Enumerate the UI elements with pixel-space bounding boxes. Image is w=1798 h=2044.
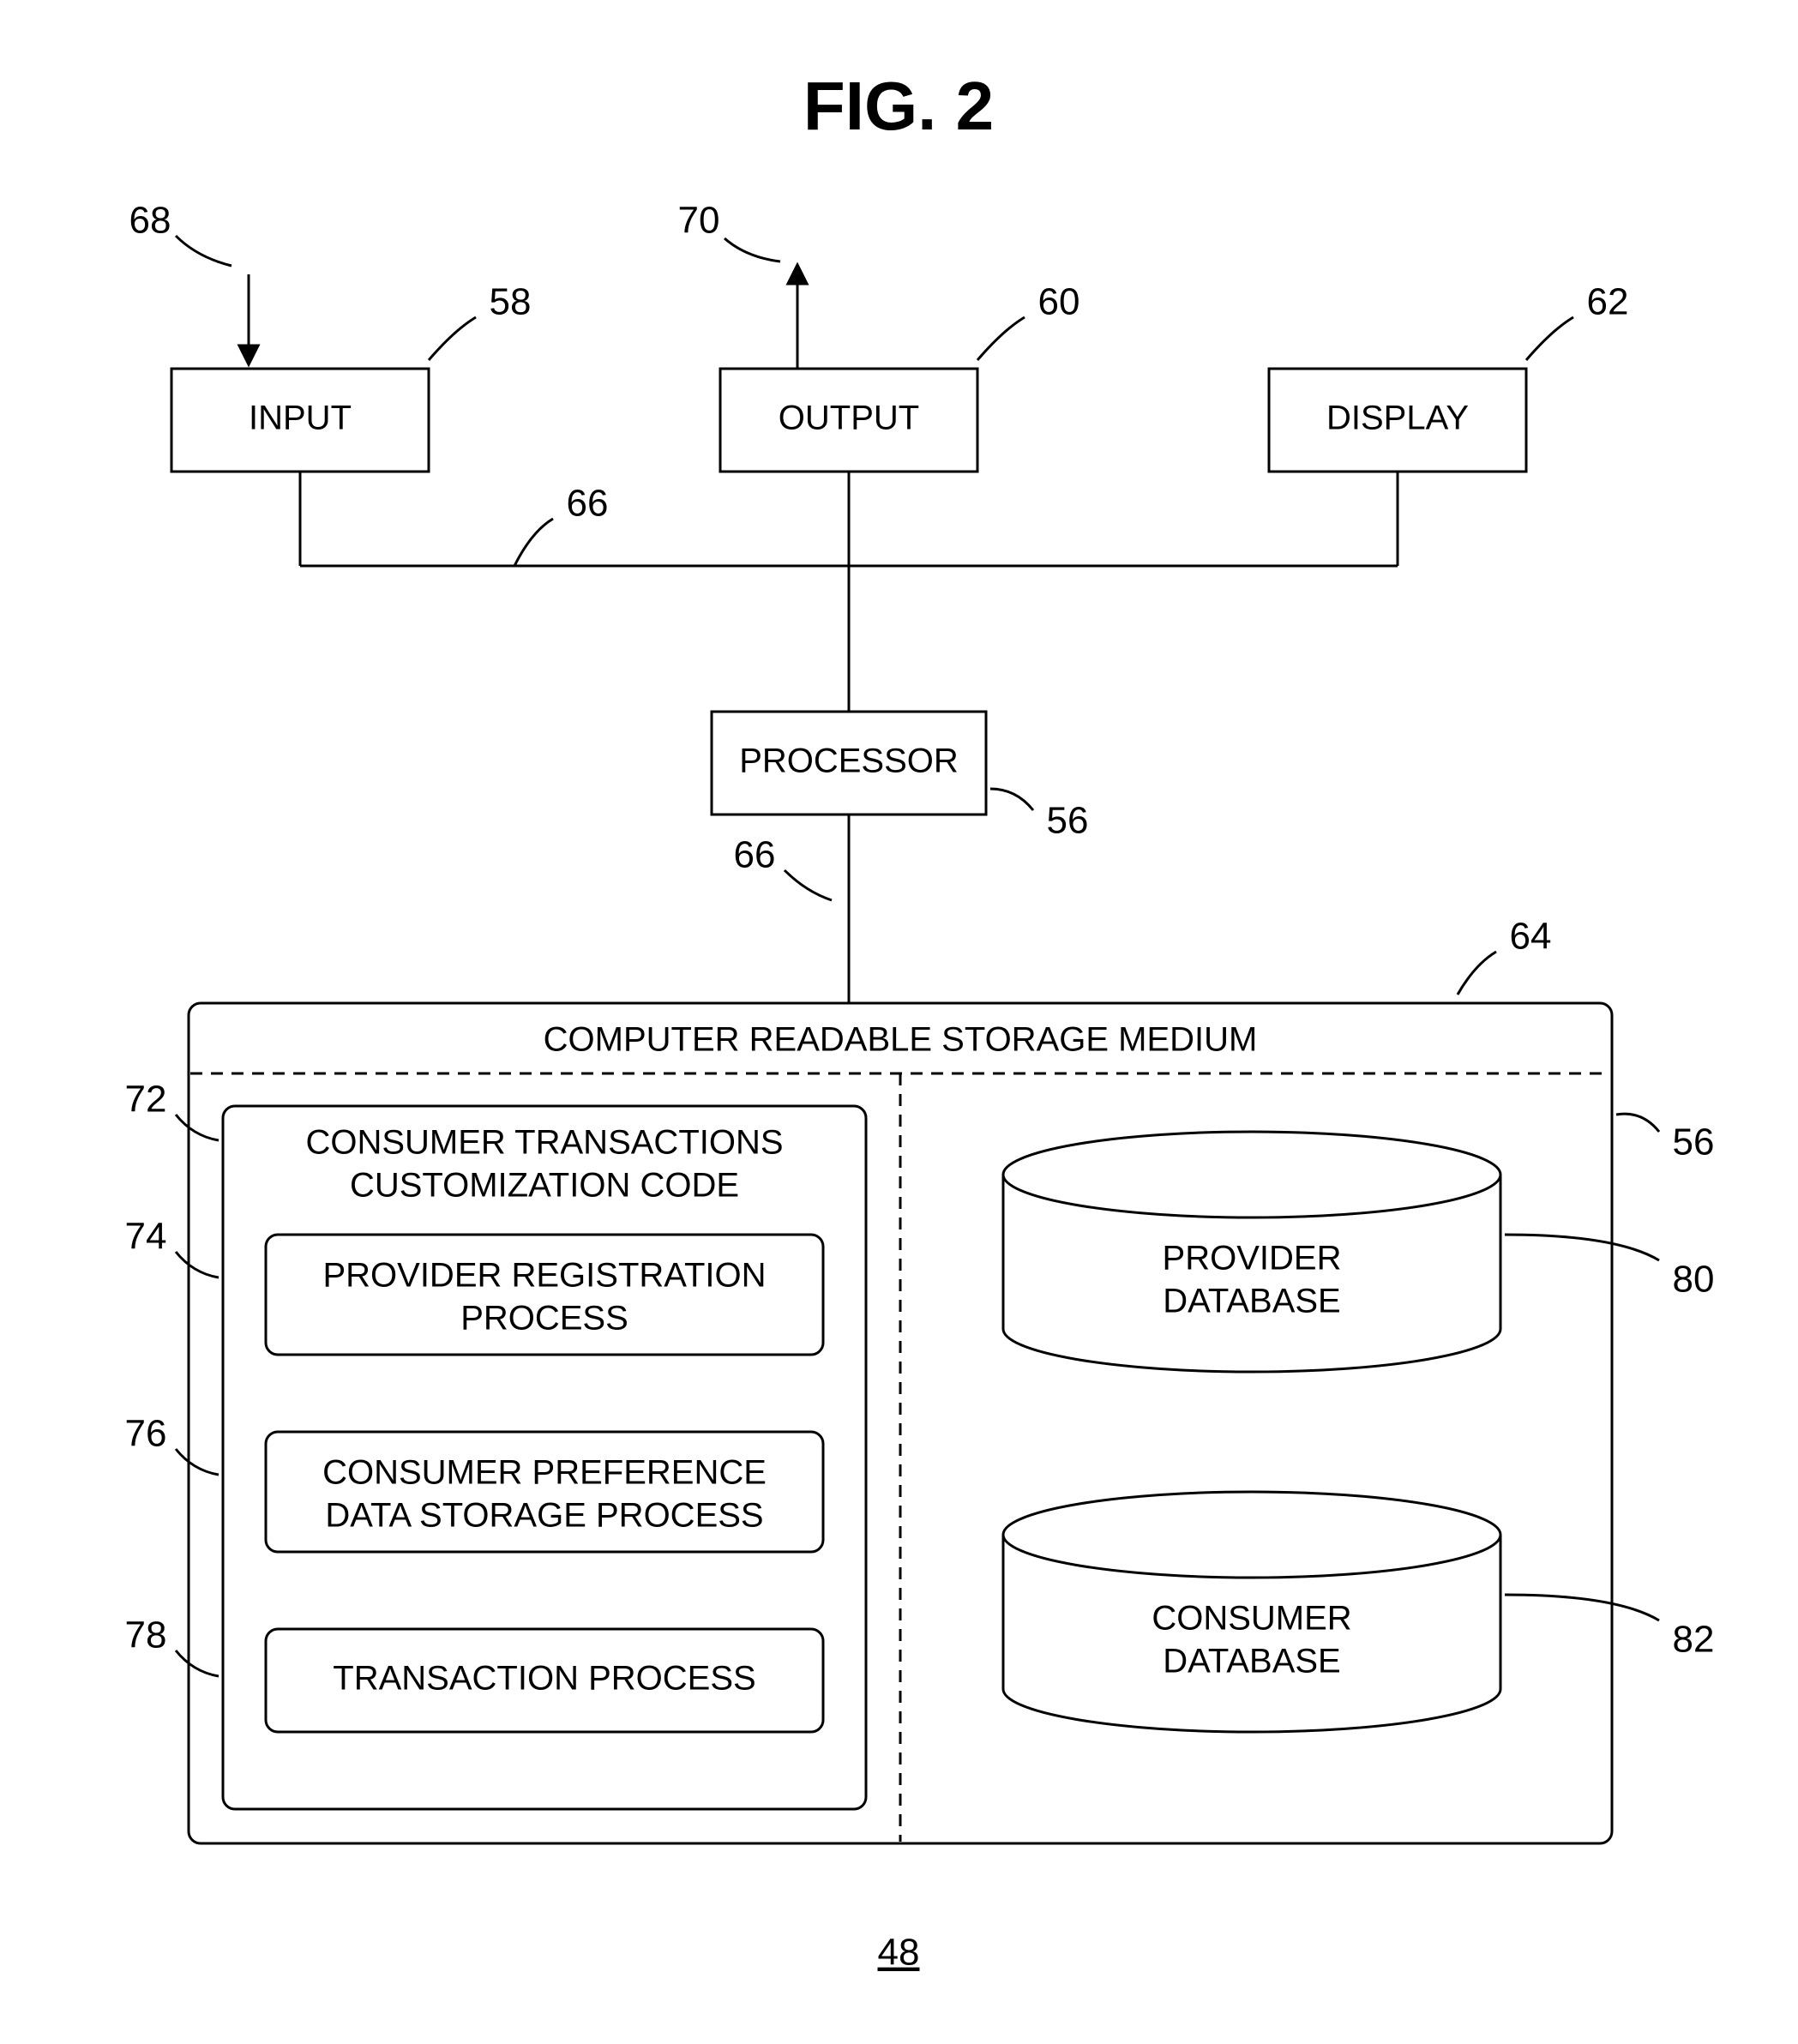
- consumer-pref-l1: CONSUMER PREFERENCE: [322, 1454, 767, 1492]
- ref-68: 68: [129, 200, 171, 242]
- ref-leader-56b: [1616, 1114, 1659, 1132]
- ref-62: 62: [1587, 281, 1629, 323]
- ref-74: 74: [125, 1216, 167, 1258]
- provider-db-l2: DATABASE: [1163, 1283, 1340, 1320]
- ref-leader-66b: [785, 870, 832, 900]
- ref-leader-62: [1526, 317, 1573, 360]
- ref-66a: 66: [567, 483, 609, 525]
- ref-leader-68: [176, 236, 232, 266]
- ref-60: 60: [1038, 281, 1080, 323]
- consumer-pref-l2: DATA STORAGE PROCESS: [325, 1497, 763, 1535]
- ref-leader-60: [977, 317, 1025, 360]
- ref-leader-58: [429, 317, 476, 360]
- input-label: INPUT: [249, 400, 352, 437]
- processor-label: PROCESSOR: [739, 742, 959, 780]
- ref-48: 48: [878, 1932, 920, 1974]
- ref-70: 70: [678, 200, 720, 242]
- ref-64: 64: [1510, 916, 1552, 958]
- ref-76: 76: [125, 1413, 167, 1455]
- ref-80: 80: [1673, 1259, 1715, 1301]
- ref-56b: 56: [1673, 1121, 1715, 1163]
- provider-db-l1: PROVIDER: [1163, 1240, 1342, 1278]
- ref-66b: 66: [734, 834, 776, 876]
- provider-reg-l1: PROVIDER REGISTRATION: [322, 1257, 766, 1295]
- provider-reg-l2: PROCESS: [460, 1300, 628, 1338]
- ref-leader-64: [1458, 952, 1496, 995]
- ref-56: 56: [1047, 800, 1089, 842]
- code-block-l1: CONSUMER TRANSACTIONS: [305, 1124, 783, 1162]
- ref-leader-56: [990, 789, 1033, 810]
- ref-leader-66a: [514, 519, 553, 566]
- code-block-l2: CUSTOMIZATION CODE: [350, 1167, 739, 1205]
- transaction-label: TRANSACTION PROCESS: [333, 1660, 755, 1698]
- ref-58: 58: [490, 281, 532, 323]
- provider-db: PROVIDER DATABASE: [1003, 1132, 1500, 1372]
- consumer-db-l2: DATABASE: [1163, 1643, 1340, 1680]
- ref-leader-70: [725, 238, 780, 262]
- ref-78: 78: [125, 1614, 167, 1656]
- consumer-db: CONSUMER DATABASE: [1003, 1492, 1500, 1732]
- output-label: OUTPUT: [779, 400, 919, 437]
- storage-medium-label: COMPUTER READABLE STORAGE MEDIUM: [544, 1021, 1258, 1059]
- ref-82: 82: [1673, 1619, 1715, 1661]
- figure-title: FIG. 2: [803, 68, 994, 144]
- consumer-db-l1: CONSUMER: [1152, 1600, 1351, 1638]
- display-label: DISPLAY: [1326, 400, 1469, 437]
- ref-72: 72: [125, 1079, 167, 1121]
- figure-diagram: FIG. 2 68 INPUT 58 70 OUTPUT 60 DISPLAY …: [0, 0, 1798, 2044]
